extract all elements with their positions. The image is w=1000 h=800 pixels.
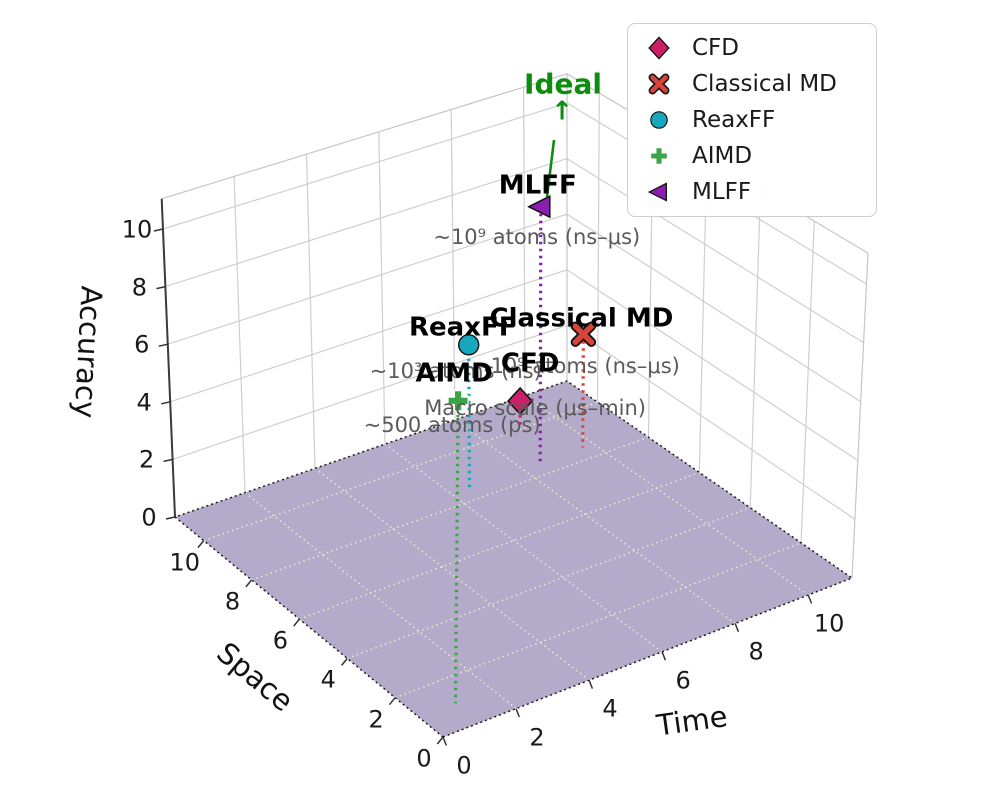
legend-item-cfd: CFD xyxy=(628,30,876,66)
legend-label-classical-md: Classical MD xyxy=(692,71,837,97)
up-arrow-icon: ↑ xyxy=(551,96,573,127)
z-tick-10 xyxy=(153,228,164,232)
annotation-classical-md: ~10⁹ atoms (ns–μs) xyxy=(472,354,680,379)
point-label-reaxff: ReaxFF xyxy=(408,312,517,343)
annotation-reaxff: ~10³ atoms (ns) xyxy=(369,358,542,383)
floor-edges xyxy=(173,380,854,738)
z-tick-8 xyxy=(156,285,166,290)
z-tick-label-10: 10 xyxy=(121,215,153,244)
y-tick-6 xyxy=(293,618,300,627)
z-tick-6 xyxy=(158,343,168,347)
legend-plus-glyph xyxy=(650,147,668,165)
wall-gridline-s-4 xyxy=(749,189,762,508)
y-tick-label-2: 2 xyxy=(368,705,384,734)
legend-label-mlff: MLFF xyxy=(692,179,752,205)
legend-circle-glyph xyxy=(650,111,668,129)
marker-reaxff xyxy=(458,334,480,356)
z-tick-label-0: 0 xyxy=(141,503,157,532)
y-tick-label-6: 6 xyxy=(272,626,289,655)
stem-aimd xyxy=(453,400,460,704)
x-icon xyxy=(648,73,670,95)
point-label-cfd: CFD xyxy=(500,348,560,379)
z-tick-2 xyxy=(163,458,173,463)
legend-label-cfd: CFD xyxy=(692,35,739,61)
ideal-arrow-line xyxy=(545,139,556,198)
x-tick-0 xyxy=(442,736,447,746)
wall-gridline-t-10 xyxy=(522,87,526,396)
z-tick-label-2: 2 xyxy=(138,445,155,474)
y-tick-label-10: 10 xyxy=(169,547,200,576)
wall-gridline-t-2 xyxy=(233,176,246,493)
legend-item-aimd: AIMD xyxy=(628,138,876,174)
ideal-annotation: Ideal xyxy=(524,67,602,101)
legend-triangle-left-glyph xyxy=(647,182,667,202)
x-tick-10 xyxy=(807,594,813,604)
y-tick-2 xyxy=(388,697,396,706)
floor-gridline-s-6 xyxy=(299,471,700,620)
y-tick-4 xyxy=(341,657,348,666)
y-tick-0 xyxy=(436,736,444,745)
floor-gridline-s-4 xyxy=(347,506,751,660)
z-tick-label-4: 4 xyxy=(136,388,152,417)
z-axis-line xyxy=(160,198,176,518)
stem-mlff xyxy=(538,206,543,463)
x-tick-label-4: 4 xyxy=(602,694,618,723)
legend-x-glyph xyxy=(648,73,670,95)
stem-reaxff xyxy=(467,344,472,488)
y-tick-10 xyxy=(197,540,205,549)
circle-icon xyxy=(650,111,668,129)
wall-gridline-t-4 xyxy=(305,154,316,469)
x-tick-6 xyxy=(661,651,667,661)
z-axis-label: Accuracy xyxy=(67,285,109,420)
legend-label-reaxff: ReaxFF xyxy=(692,107,776,133)
floor-gridline-s-8 xyxy=(251,436,649,581)
x-tick-label-2: 2 xyxy=(529,723,545,751)
legend-item-classical-md: Classical MD xyxy=(628,66,876,102)
marker-mlff xyxy=(527,194,551,219)
annotation-cfd: Macro scale (μs–min) xyxy=(424,396,646,421)
z-tick-4 xyxy=(161,401,171,405)
y-tick-label-4: 4 xyxy=(320,665,336,694)
marker-cfd xyxy=(507,386,534,416)
diamond-icon xyxy=(648,36,670,60)
y-tick-label-8: 8 xyxy=(224,587,241,616)
legend-item-reaxff: ReaxFF xyxy=(628,102,876,138)
x-tick-label-10: 10 xyxy=(813,609,845,638)
y-tick-label-0: 0 xyxy=(416,744,432,773)
right-wall-edge xyxy=(851,253,869,579)
x-tick-label-6: 6 xyxy=(675,666,691,695)
z-tick-label-8: 8 xyxy=(131,273,148,301)
marker-aimd xyxy=(447,390,469,412)
x-tick-label-0: 0 xyxy=(456,751,472,780)
marker-classical-md xyxy=(570,321,597,347)
triangle-left-icon xyxy=(647,182,667,202)
plus-icon xyxy=(650,147,668,165)
x-tick-label-8: 8 xyxy=(748,637,764,666)
stem-classical-md xyxy=(581,334,585,448)
legend: CFD Classical MD ReaxFF AIMD MLFF xyxy=(627,23,877,217)
point-label-mlff: MLFF xyxy=(498,170,577,201)
annotation-mlff: ~10⁹ atoms (ns–μs) xyxy=(433,224,641,249)
legend-item-mlff: MLFF xyxy=(628,174,876,210)
x-tick-8 xyxy=(734,623,740,633)
z-tick-0 xyxy=(165,516,176,520)
point-label-classical-md: Classical MD xyxy=(489,303,674,334)
x-tick-2 xyxy=(515,708,520,718)
wall-gridline-s-2 xyxy=(800,221,815,543)
floor-plane xyxy=(175,381,852,737)
y-tick-8 xyxy=(245,579,253,588)
legend-diamond-glyph xyxy=(648,36,670,60)
x-tick-4 xyxy=(588,679,594,689)
wall-gridline-t-6 xyxy=(378,131,386,445)
z-tick-label-6: 6 xyxy=(134,330,150,359)
point-label-aimd: AIMD xyxy=(415,358,493,389)
annotation-aimd: ~500 atoms (ps) xyxy=(363,412,541,437)
wall-gridline-s-10 xyxy=(596,92,600,403)
legend-label-aimd: AIMD xyxy=(692,143,753,169)
wall-gridline-t-8 xyxy=(450,109,456,420)
